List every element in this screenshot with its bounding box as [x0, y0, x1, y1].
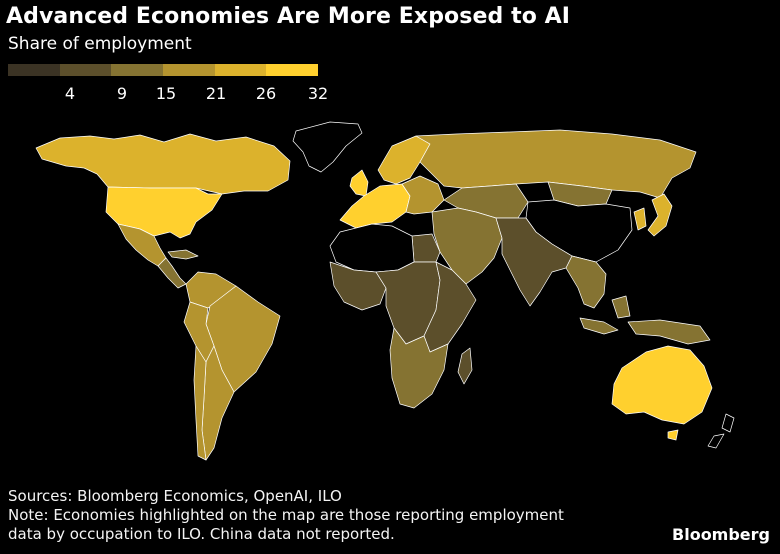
region-central-america — [157, 257, 187, 289]
chart-subtitle: Share of employment — [8, 34, 192, 54]
region-west-africa — [329, 261, 387, 311]
legend-tick-label: 21 — [205, 84, 227, 103]
note-text-line-1: Note: Economies highlighted on the map a… — [8, 506, 564, 524]
region-southeast-asia — [565, 255, 607, 309]
legend-tick-label: 15 — [155, 84, 177, 103]
sources-text: Sources: Bloomberg Economics, OpenAI, IL… — [8, 487, 342, 505]
legend-tick-label: 9 — [116, 84, 128, 103]
color-legend: 4 9 15 21 26 32 — [8, 64, 328, 108]
region-australia — [611, 345, 713, 441]
legend-swatch-6 — [266, 64, 319, 76]
legend-color-bar — [8, 64, 319, 76]
region-north-africa — [329, 223, 415, 273]
region-southern-africa — [389, 327, 449, 409]
legend-swatch-5 — [214, 64, 267, 76]
legend-swatch-3 — [111, 64, 164, 76]
region-south-asia — [495, 217, 573, 307]
brand-logo: Bloomberg — [672, 525, 770, 544]
chart-footer: Sources: Bloomberg Economics, OpenAI, IL… — [8, 487, 564, 544]
region-korea-japan — [633, 193, 673, 237]
world-map — [0, 110, 780, 480]
region-new-zealand — [707, 413, 735, 449]
legend-tick-label: 4 — [64, 84, 76, 103]
legend-tick-label: 26 — [255, 84, 277, 103]
region-chile — [193, 345, 207, 461]
legend-swatch-1 — [8, 64, 60, 76]
legend-swatch-4 — [163, 64, 215, 76]
legend-swatch-2 — [59, 64, 112, 76]
note-text-line-2: data by occupation to ILO. China data no… — [8, 525, 395, 543]
legend-tick-label: 32 — [307, 84, 329, 103]
chart-title: Advanced Economies Are More Exposed to A… — [6, 4, 571, 29]
region-madagascar — [457, 347, 473, 385]
region-russia — [415, 129, 697, 199]
region-canada-alaska — [35, 133, 291, 195]
region-greenland — [292, 121, 363, 173]
region-indonesia — [579, 295, 711, 345]
region-caribbean — [167, 249, 199, 260]
